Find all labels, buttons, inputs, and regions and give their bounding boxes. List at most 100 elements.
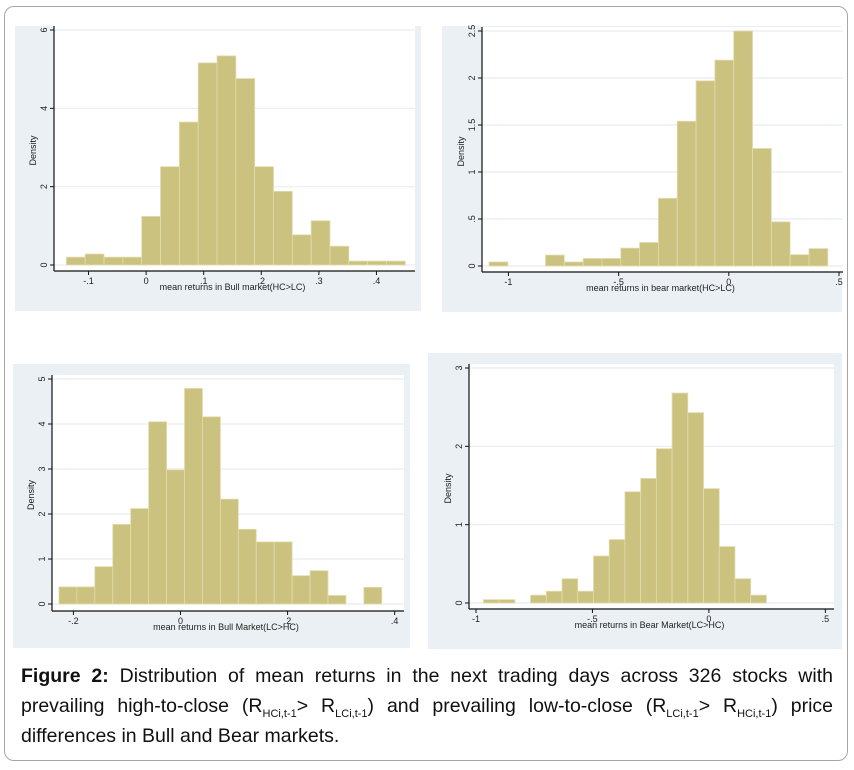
histogram-bar [808,248,829,267]
y-tick-label: .5 [467,215,477,223]
histogram-bar [639,242,659,267]
histogram-bar [563,261,584,267]
x-tick-label: -.2 [68,616,79,626]
histogram-bar [789,254,810,267]
histogram-bar [718,546,736,604]
histogram-panel-bear-hc-lc: 0 .5 1 1.5 2 2.5 -1 -.5 0 .5 mean returns in bear … [442,25,843,312]
histogram-bar [219,498,239,605]
histogram-bar [561,578,579,604]
caption-text: ) price differences in Bull and Bear mar… [21,695,833,747]
histogram-bar [94,566,114,605]
histogram-bar [65,256,86,266]
histogram-bull-hc-lc: 0 2 4 6 -.1 0 .1 .2 .3 .4 mean returns in Bull mar… [28,26,415,292]
histogram-bar [237,528,257,605]
y-tick-label: 4 [37,421,47,426]
histogram-bar [310,220,331,266]
histogram-bar [141,216,161,266]
histogram-bar [770,221,791,267]
y-tick-label: 1 [37,556,47,561]
y-axis-title: Density [26,479,36,510]
x-tick-label: -1 [504,277,512,287]
caption-subscript: LCi,t-1 [335,708,368,720]
histogram-bar [577,590,594,604]
histogram-panel-bear-lc-hc: 0 1 2 3 -1 -.5 0 .5 mean returns in Bear Market(… [428,353,842,649]
histogram-bar [386,260,406,266]
caption-subscript: HCi,t-1 [262,708,297,720]
histogram-bar [687,412,704,604]
histogram-bar [103,256,124,266]
y-tick-label: 0 [37,601,47,606]
histogram-bar [545,590,563,604]
x-tick-label: .5 [822,614,830,624]
histogram-bar [58,586,78,605]
histogram-bar [488,261,509,267]
histogram-bar [671,392,689,604]
caption-text: ) and prevailing low-to-close (R [367,695,667,717]
y-axis-title: Density [456,136,466,167]
y-tick-label: 0 [39,262,49,267]
histogram-bar [582,258,603,267]
y-tick-label: 0 [454,600,464,605]
x-tick-label: .5 [835,277,843,287]
histogram-bar [752,148,772,267]
histogram-bar [84,253,105,266]
histogram-bar [130,508,150,605]
y-tick-label: 2 [467,75,477,80]
histogram-bar [160,166,180,266]
y-tick-label: 2 [454,444,464,449]
histogram-bar [148,421,167,605]
y-tick-label: 5 [37,376,47,381]
histogram-panel-bull-hc-lc: 0 2 4 6 -.1 0 .1 .2 .3 .4 mean returns in Bull mar… [15,26,421,311]
histogram-bar [291,234,312,266]
histogram-bear-lc-hc: 0 1 2 3 -1 -.5 0 .5 mean returns in Bear Market(… [443,364,834,630]
caption-text: > R [296,695,336,717]
histogram-bar [178,121,199,266]
x-tick-label: -.1 [83,276,94,286]
y-tick-label: 4 [39,106,49,111]
y-tick-label: 0 [467,263,477,268]
x-tick-label: -.5 [613,277,624,287]
histogram-bar [202,416,221,605]
x-tick-label: .2 [284,616,292,626]
x-axis-title: mean returns in Bull Market(LC>HC) [153,622,299,632]
x-tick-label: 0 [144,276,149,286]
histogram-bar [530,594,547,604]
histogram-bar [166,469,185,605]
histogram-bar [255,541,275,605]
histogram-bar [734,578,752,604]
y-tick-label: 1.5 [467,119,477,132]
histogram-bar [601,258,622,267]
y-axis-title: Density [443,473,453,504]
histogram-bar [76,586,96,605]
histogram-bear-hc-lc: 0 .5 1 1.5 2 2.5 -1 -.5 0 .5 mean returns in bear … [456,25,843,293]
y-tick-label: 2.5 [467,25,477,38]
histogram-bar [703,488,720,604]
x-tick-label: 0 [706,614,711,624]
histogram-bar [733,30,753,267]
histogram-bar [545,254,565,267]
figure-caption: Figure 2: Distribution of mean returns i… [21,661,833,751]
caption-subscript: HCi,t-1 [737,708,772,720]
x-axis-title: mean returns in Bull market(HC>LC) [160,282,306,292]
histogram-bar [750,594,767,604]
histogram-bar [291,575,311,605]
caption-text: Distribution of mean returns in the next… [21,665,833,717]
caption-text: > R [698,695,738,717]
histogram-bar [273,190,293,266]
histogram-bar [254,166,274,266]
y-tick-label: 1 [454,522,464,527]
histogram-panel-bull-lc-hc: 0 1 2 3 4 5 -.2 0 .2 .4 mean returns in Bull Marke… [13,364,410,648]
histogram-bar [309,570,329,605]
x-tick-label: .1 [200,276,208,286]
histogram-bar [327,595,347,605]
x-axis-title: mean returns in bear market(HC>LC) [586,283,735,293]
histogram-bar [363,586,383,605]
y-tick-label: 1 [467,169,477,174]
y-tick-label: 2 [39,184,49,189]
histogram-bar [714,59,735,267]
histogram-bar [655,448,673,604]
x-tick-label: .4 [391,616,399,626]
x-tick-label: .4 [373,276,381,286]
y-tick-label: 6 [39,27,49,32]
histogram-bar [498,599,516,604]
